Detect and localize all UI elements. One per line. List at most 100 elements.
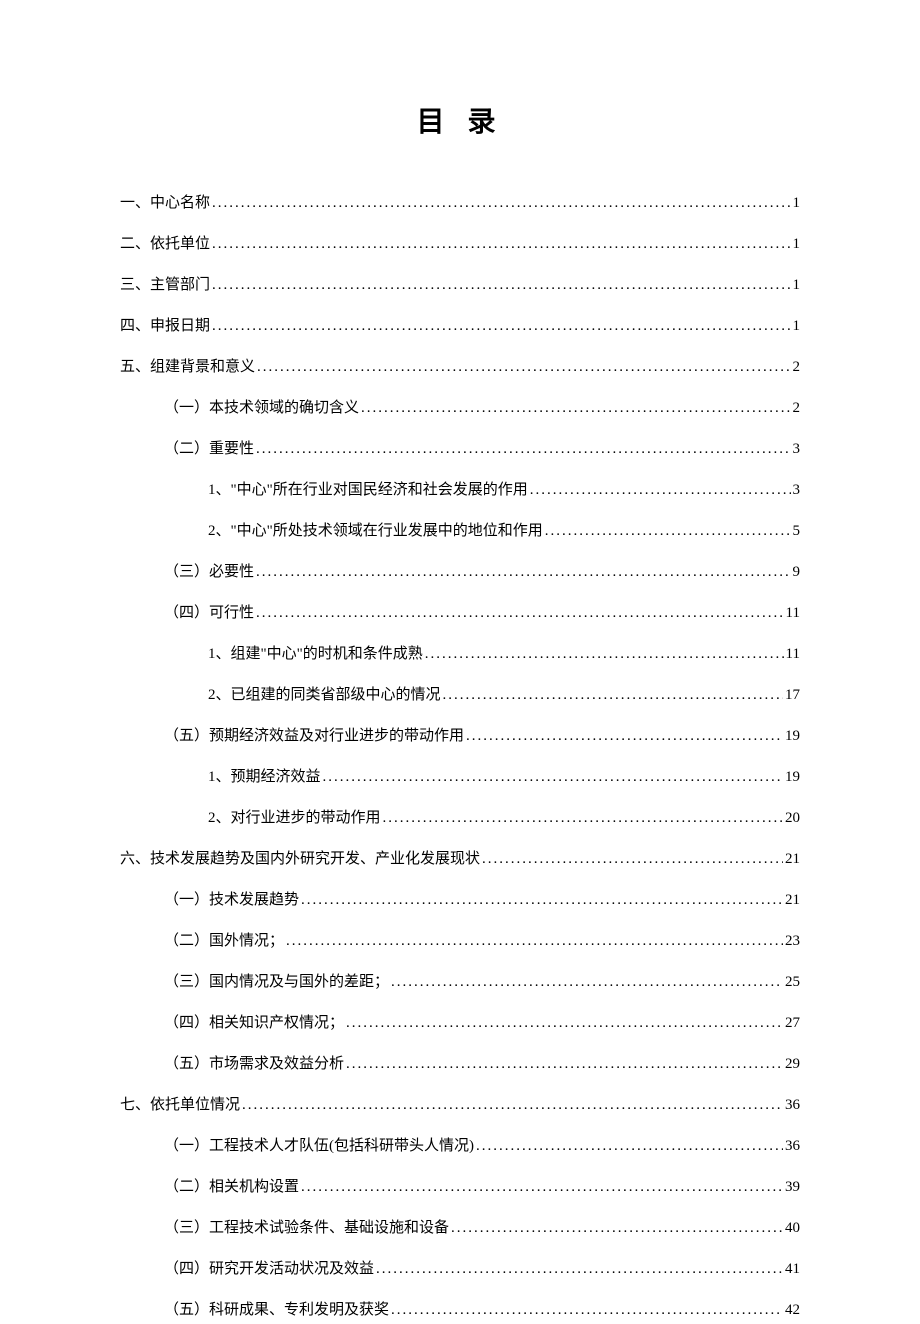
toc-leader-dots (212, 313, 790, 340)
toc-entry: （四）相关知识产权情况； 27 (120, 1010, 800, 1037)
toc-entry-page: 2 (793, 354, 801, 381)
toc-leader-dots (301, 1174, 783, 1201)
toc-entry-page: 21 (785, 846, 800, 873)
toc-entry: 五、组建背景和意义 2 (120, 354, 800, 381)
toc-title: 目 录 (120, 100, 800, 140)
toc-entry-page: 39 (785, 1174, 800, 1201)
toc-entry: 二、依托单位 1 (120, 231, 800, 258)
toc-leader-dots (391, 1297, 783, 1324)
toc-entry-page: 3 (793, 436, 801, 463)
toc-entry-page: 42 (785, 1297, 800, 1324)
toc-entry: （四）可行性 11 (120, 600, 800, 627)
toc-entry-page: 19 (785, 723, 800, 750)
toc-entry: （二）重要性3 (120, 436, 800, 463)
toc-entry-page: 21 (785, 887, 800, 914)
toc-entry: 2、已组建的同类省部级中心的情况17 (120, 682, 800, 709)
toc-entry-page: 41 (785, 1256, 800, 1283)
toc-leader-dots (323, 764, 783, 791)
toc-entry: （二）相关机构设置 39 (120, 1174, 800, 1201)
toc-entry: （四）研究开发活动状况及效益 41 (120, 1256, 800, 1283)
toc-entry: 七、依托单位情况 36 (120, 1092, 800, 1119)
toc-entry-label: （三）必要性 (164, 559, 254, 586)
toc-entry: （五）预期经济效益及对行业进步的带动作用 19 (120, 723, 800, 750)
toc-entry-label: （三）国内情况及与国外的差距； (164, 969, 389, 996)
toc-entry-page: 25 (785, 969, 800, 996)
toc-entry: 1、组建"中心"的时机和条件成熟11 (120, 641, 800, 668)
toc-leader-dots (242, 1092, 783, 1119)
toc-entry-page: 36 (785, 1092, 800, 1119)
toc-entry: （二）国外情况；23 (120, 928, 800, 955)
toc-entry-page: 11 (786, 641, 800, 668)
toc-entry: 2、"中心"所处技术领域在行业发展中的地位和作用5 (120, 518, 800, 545)
toc-entry-page: 19 (785, 764, 800, 791)
toc-entry-label: 六、技术发展趋势及国内外研究开发、产业化发展现状 (120, 846, 480, 873)
toc-list: 一、中心名称1二、依托单位1三、主管部门1四、申报日期1五、组建背景和意义2（一… (120, 190, 800, 1324)
toc-leader-dots (212, 231, 790, 258)
toc-entry: （一）本技术领域的确切含义 2 (120, 395, 800, 422)
toc-entry-page: 11 (786, 600, 800, 627)
toc-entry-label: 五、组建背景和意义 (120, 354, 255, 381)
toc-entry-page: 20 (785, 805, 800, 832)
toc-entry-label: 2、对行业进步的带动作用 (208, 805, 381, 832)
toc-leader-dots (530, 477, 791, 504)
toc-entry-label: （一）工程技术人才队伍(包括科研带头人情况) (164, 1133, 474, 1160)
toc-entry: （三）工程技术试验条件、基础设施和设备 40 (120, 1215, 800, 1242)
toc-leader-dots (376, 1256, 783, 1283)
toc-entry-label: 1、预期经济效益 (208, 764, 321, 791)
toc-entry: 1、预期经济效益 19 (120, 764, 800, 791)
toc-leader-dots (301, 887, 783, 914)
toc-entry-label: （二）相关机构设置 (164, 1174, 299, 1201)
toc-leader-dots (545, 518, 791, 545)
toc-entry-page: 29 (785, 1051, 800, 1078)
toc-leader-dots (425, 641, 784, 668)
toc-entry-label: （二）国外情况； (164, 928, 284, 955)
toc-entry-page: 1 (793, 231, 801, 258)
toc-entry: 三、主管部门1 (120, 272, 800, 299)
toc-leader-dots (257, 354, 790, 381)
toc-entry-label: 1、"中心"所在行业对国民经济和社会发展的作用 (208, 477, 528, 504)
toc-entry: （一）工程技术人才队伍(包括科研带头人情况) 36 (120, 1133, 800, 1160)
toc-entry-page: 5 (793, 518, 801, 545)
toc-leader-dots (346, 1051, 783, 1078)
toc-entry-page: 40 (785, 1215, 800, 1242)
toc-entry: 1、"中心"所在行业对国民经济和社会发展的作用3 (120, 477, 800, 504)
toc-leader-dots (466, 723, 783, 750)
toc-leader-dots (256, 436, 790, 463)
toc-entry-page: 2 (793, 395, 801, 422)
toc-entry-label: 2、已组建的同类省部级中心的情况 (208, 682, 441, 709)
toc-entry-page: 36 (785, 1133, 800, 1160)
toc-entry: （五）市场需求及效益分析 29 (120, 1051, 800, 1078)
toc-entry-label: （五）市场需求及效益分析 (164, 1051, 344, 1078)
toc-entry-page: 1 (793, 313, 801, 340)
toc-entry-label: （四）可行性 (164, 600, 254, 627)
toc-entry-label: 二、依托单位 (120, 231, 210, 258)
toc-entry-label: （一）本技术领域的确切含义 (164, 395, 359, 422)
toc-entry: 一、中心名称1 (120, 190, 800, 217)
toc-entry: 2、对行业进步的带动作用 20 (120, 805, 800, 832)
toc-entry: （五）科研成果、专利发明及获奖 42 (120, 1297, 800, 1324)
toc-leader-dots (476, 1133, 783, 1160)
toc-entry-label: （四）相关知识产权情况； (164, 1010, 344, 1037)
toc-entry-label: （四）研究开发活动状况及效益 (164, 1256, 374, 1283)
toc-leader-dots (443, 682, 783, 709)
toc-leader-dots (256, 600, 784, 627)
toc-entry-label: 七、依托单位情况 (120, 1092, 240, 1119)
toc-leader-dots (286, 928, 783, 955)
toc-entry-label: 四、申报日期 (120, 313, 210, 340)
toc-entry: （三）必要性9 (120, 559, 800, 586)
toc-leader-dots (482, 846, 783, 873)
toc-leader-dots (346, 1010, 783, 1037)
toc-entry-label: 一、中心名称 (120, 190, 210, 217)
toc-leader-dots (451, 1215, 783, 1242)
toc-leader-dots (256, 559, 790, 586)
toc-entry-label: （一）技术发展趋势 (164, 887, 299, 914)
toc-entry-label: （三）工程技术试验条件、基础设施和设备 (164, 1215, 449, 1242)
toc-entry-label: （五）科研成果、专利发明及获奖 (164, 1297, 389, 1324)
toc-entry: 四、申报日期 1 (120, 313, 800, 340)
toc-leader-dots (383, 805, 783, 832)
toc-entry: （三）国内情况及与国外的差距； 25 (120, 969, 800, 996)
toc-leader-dots (361, 395, 790, 422)
toc-entry-label: （五）预期经济效益及对行业进步的带动作用 (164, 723, 464, 750)
toc-entry: （一）技术发展趋势 21 (120, 887, 800, 914)
toc-entry-page: 27 (785, 1010, 800, 1037)
